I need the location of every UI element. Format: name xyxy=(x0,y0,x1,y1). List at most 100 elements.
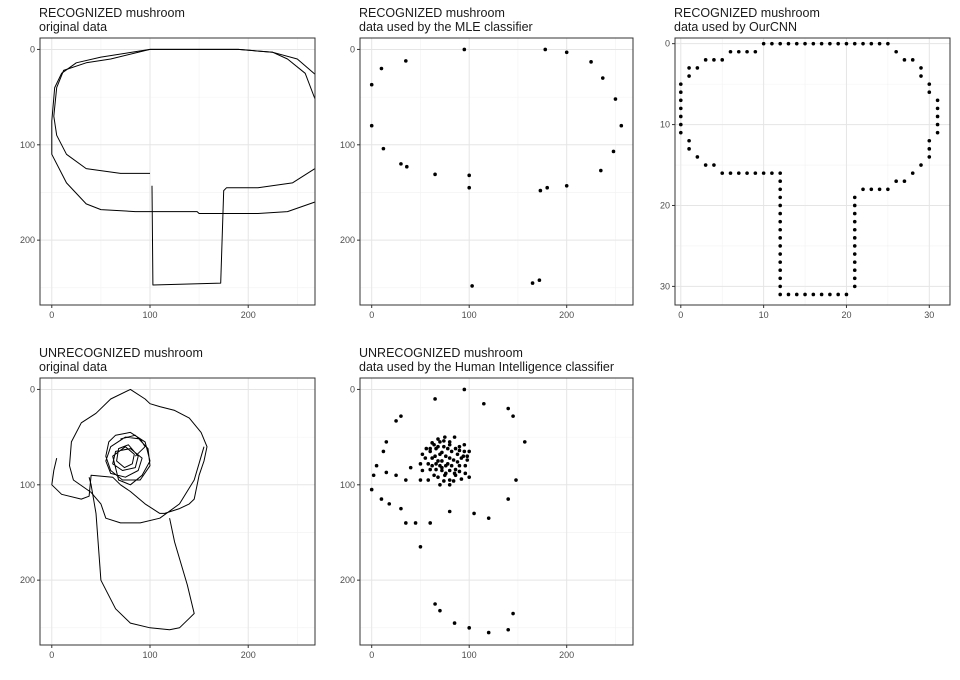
data-point xyxy=(564,50,569,55)
chart-subtitle-text: original data xyxy=(39,20,108,34)
data-point xyxy=(423,456,428,460)
data-point xyxy=(794,292,799,297)
y-tick-label: 100 xyxy=(340,480,355,490)
x-tick-label: 200 xyxy=(559,650,574,660)
x-tick-label: 0 xyxy=(369,310,374,320)
chart-4-group: 0 100 200 0 100 200 xyxy=(20,377,316,660)
data-point xyxy=(703,58,708,62)
data-point xyxy=(852,195,857,200)
data-point xyxy=(447,442,452,447)
x-tick-label: 100 xyxy=(142,650,157,660)
data-point xyxy=(453,446,458,451)
data-point xyxy=(770,41,774,46)
data-point xyxy=(927,147,932,151)
data-point xyxy=(619,123,624,128)
series-line-1 xyxy=(51,48,316,214)
data-point xyxy=(470,284,474,288)
chart-title-text: RECOGNIZED mushroom xyxy=(359,6,505,20)
data-point xyxy=(778,219,782,224)
data-point xyxy=(514,478,518,482)
data-point xyxy=(459,477,464,481)
x-tick-label: 30 xyxy=(924,310,934,320)
data-point xyxy=(687,147,691,151)
data-point xyxy=(369,123,374,128)
data-point xyxy=(778,187,782,192)
data-point xyxy=(428,467,433,472)
data-point xyxy=(678,98,683,103)
data-point xyxy=(877,41,882,46)
data-point xyxy=(852,268,857,273)
plot-border xyxy=(674,37,951,306)
y-tick-label: 0 xyxy=(350,384,355,394)
data-point xyxy=(852,236,857,240)
data-point xyxy=(462,442,467,447)
data-point xyxy=(599,168,603,173)
data-point xyxy=(778,260,782,264)
data-point xyxy=(371,473,376,478)
data-point xyxy=(935,106,940,111)
data-point xyxy=(778,171,782,175)
data-point xyxy=(453,473,458,478)
data-point xyxy=(935,130,940,135)
data-point xyxy=(695,155,700,159)
data-point xyxy=(444,471,448,476)
chart-3-group: 0 10 20 30 0 10 20 30 xyxy=(660,37,951,320)
data-point xyxy=(522,440,527,444)
x-tick-label: 200 xyxy=(241,650,256,660)
data-point xyxy=(869,41,874,46)
y-tick-label: 200 xyxy=(20,575,35,585)
data-point xyxy=(545,185,549,190)
data-point xyxy=(736,49,741,54)
plot-border xyxy=(359,37,634,306)
data-point xyxy=(778,284,782,289)
data-point xyxy=(442,444,446,449)
data-point xyxy=(432,473,436,478)
chart-title-5: UNRECOGNIZED mushroom data used by the H… xyxy=(359,346,614,374)
data-point xyxy=(451,458,456,462)
data-point xyxy=(384,470,389,475)
data-point xyxy=(384,440,389,444)
x-tick-label: 100 xyxy=(462,310,477,320)
data-point xyxy=(935,114,940,119)
data-point xyxy=(440,459,444,463)
data-point xyxy=(778,179,782,184)
y-tick-label: 20 xyxy=(660,200,670,210)
chart-5-group: 0 100 200 0 100 200 xyxy=(340,377,634,660)
y-tick-label: 200 xyxy=(340,575,355,585)
data-point xyxy=(678,114,683,119)
chart-title-text: UNRECOGNIZED mushroom xyxy=(39,346,203,360)
data-point xyxy=(447,440,452,444)
data-point xyxy=(728,171,733,175)
data-point xyxy=(811,41,816,46)
chart-subtitle-text: data used by the MLE classifier xyxy=(359,20,533,34)
data-point xyxy=(399,414,403,418)
data-point xyxy=(745,49,749,54)
data-point xyxy=(428,446,433,451)
data-point xyxy=(430,441,434,445)
chart-title-text: RECOGNIZED mushroom xyxy=(39,6,185,20)
data-point xyxy=(852,244,857,248)
data-point xyxy=(927,138,932,143)
chart-title-text: UNRECOGNIZED mushroom xyxy=(359,346,523,360)
data-point xyxy=(387,502,392,506)
data-point xyxy=(778,276,782,281)
data-point xyxy=(600,76,605,80)
data-point xyxy=(927,155,932,159)
data-point xyxy=(462,47,467,52)
data-point xyxy=(447,478,452,482)
data-point xyxy=(678,90,683,95)
x-tick-label: 100 xyxy=(462,650,477,660)
data-point xyxy=(852,252,857,256)
series-line-1 xyxy=(51,388,208,524)
y-tick-label: 200 xyxy=(20,235,35,245)
data-point xyxy=(919,66,923,70)
data-point xyxy=(902,179,907,184)
data-point xyxy=(418,462,423,466)
data-point xyxy=(404,478,408,482)
data-point xyxy=(687,66,691,70)
data-point xyxy=(442,479,446,483)
chart-title-text: RECOGNIZED mushroom xyxy=(674,6,820,20)
x-tick-label: 100 xyxy=(142,310,157,320)
data-point xyxy=(852,203,857,208)
